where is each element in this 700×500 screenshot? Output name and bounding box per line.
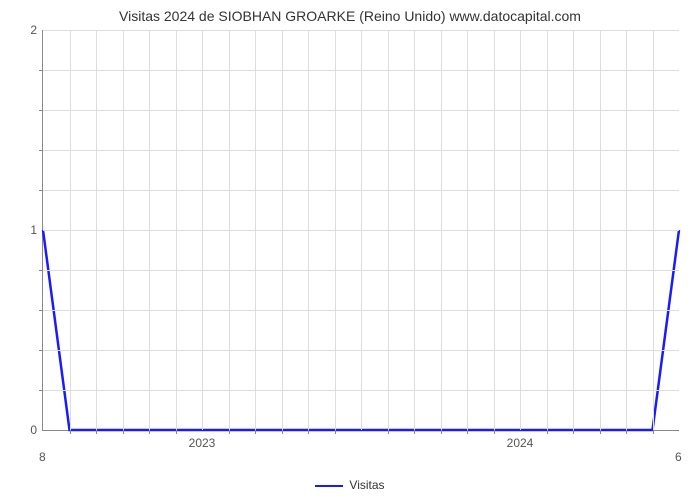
y-minor-tick — [39, 350, 43, 351]
x-minor-tick — [149, 430, 150, 434]
x-minor-tick — [573, 430, 574, 434]
grid-line-h-minor — [43, 350, 679, 351]
x-minor-tick — [229, 430, 230, 434]
x-minor-tick — [414, 430, 415, 434]
x-minor-tick — [308, 430, 309, 434]
x-minor-tick — [653, 430, 654, 434]
y-minor-tick — [39, 270, 43, 271]
y-tick-label: 1 — [30, 223, 37, 237]
x-minor-tick — [467, 430, 468, 434]
x-minor-tick — [70, 430, 71, 434]
x-minor-tick — [335, 430, 336, 434]
y-minor-tick — [39, 70, 43, 71]
x-minor-tick — [282, 430, 283, 434]
x-tick-label: 2024 — [507, 436, 534, 450]
x-minor-tick — [255, 430, 256, 434]
y-tick-label: 0 — [30, 423, 37, 437]
x-minor-tick — [96, 430, 97, 434]
x-minor-tick — [441, 430, 442, 434]
grid-line-h-minor — [43, 190, 679, 191]
x-minor-tick — [547, 430, 548, 434]
grid-line-h-minor — [43, 110, 679, 111]
x-minor-tick — [176, 430, 177, 434]
grid-line-h-minor — [43, 270, 679, 271]
grid-line-h-minor — [43, 390, 679, 391]
x-tick-label: 2023 — [189, 436, 216, 450]
y-minor-tick — [39, 110, 43, 111]
chart-title: Visitas 2024 de SIOBHAN GROARKE (Reino U… — [0, 8, 700, 24]
x-minor-tick — [600, 430, 601, 434]
grid-line-h-minor — [43, 70, 679, 71]
y-minor-tick — [39, 310, 43, 311]
legend-swatch — [315, 485, 343, 487]
y-tick-label: 2 — [30, 23, 37, 37]
x-corner-right: 6 — [675, 450, 682, 464]
x-minor-tick — [494, 430, 495, 434]
legend-label: Visitas — [349, 478, 384, 492]
y-minor-tick — [39, 190, 43, 191]
y-minor-tick — [39, 150, 43, 151]
x-minor-tick — [626, 430, 627, 434]
grid-line-h-minor — [43, 150, 679, 151]
plot-area: 0122023202486 — [42, 30, 679, 431]
x-corner-left: 8 — [39, 450, 46, 464]
grid-line-h — [43, 30, 679, 31]
y-minor-tick — [39, 390, 43, 391]
legend: Visitas — [0, 478, 700, 492]
grid-line-h — [43, 230, 679, 231]
x-minor-tick — [123, 430, 124, 434]
grid-line-h-minor — [43, 310, 679, 311]
x-minor-tick — [388, 430, 389, 434]
